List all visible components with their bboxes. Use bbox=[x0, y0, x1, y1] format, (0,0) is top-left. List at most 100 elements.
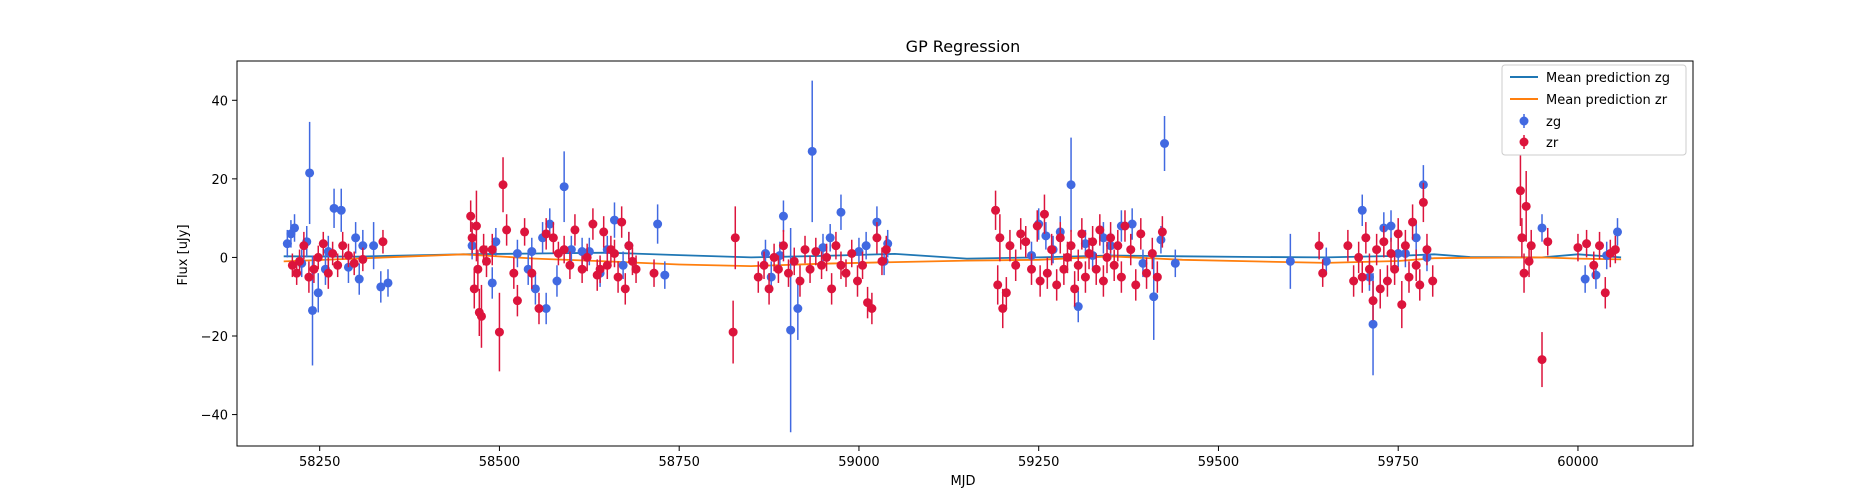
data-point-zg bbox=[1127, 219, 1137, 229]
y-axis-ticks: −40 −20 0 20 40 bbox=[201, 94, 237, 424]
mean-prediction-line-zr bbox=[283, 253, 1622, 268]
data-point-zg bbox=[512, 249, 522, 258]
legend-label-mean-zg: Mean prediction zg bbox=[1546, 71, 1670, 86]
data-point-zr bbox=[1095, 225, 1105, 235]
data-point-zr bbox=[1524, 256, 1534, 266]
data-point-zr bbox=[1390, 264, 1400, 274]
data-point-zr bbox=[1357, 272, 1367, 282]
data-point-zg bbox=[778, 211, 788, 221]
data-point-zg bbox=[786, 325, 796, 335]
data-point-zr bbox=[1131, 280, 1141, 290]
data-point-zr bbox=[783, 268, 793, 278]
data-point-zr bbox=[1109, 260, 1119, 270]
data-point-zr bbox=[1386, 249, 1396, 258]
data-point-zr bbox=[764, 284, 774, 294]
data-point-zr bbox=[1314, 241, 1324, 251]
data-point-zg bbox=[653, 219, 663, 229]
data-point-zr bbox=[1120, 221, 1130, 231]
data-point-zr bbox=[1098, 276, 1108, 286]
data-point-zg bbox=[491, 237, 501, 247]
data-point-zg bbox=[1066, 180, 1076, 190]
data-point-zr bbox=[1102, 252, 1112, 262]
data-point-zg bbox=[1591, 270, 1601, 280]
data-point-zr bbox=[872, 233, 882, 243]
data-point-zr bbox=[1047, 245, 1057, 255]
data-point-zr bbox=[527, 268, 537, 278]
data-point-zr bbox=[1142, 268, 1152, 278]
data-point-zr bbox=[541, 229, 551, 239]
data-point-zr bbox=[1106, 233, 1116, 243]
data-point-zg bbox=[818, 243, 828, 253]
data-point-zr bbox=[1042, 268, 1052, 278]
data-point-zr bbox=[1157, 227, 1167, 237]
data-point-zr bbox=[1519, 268, 1529, 278]
x-tick-label: 60000 bbox=[1557, 455, 1598, 470]
data-point-zr bbox=[805, 264, 815, 274]
y-tick-label: −20 bbox=[201, 330, 228, 345]
data-point-zr bbox=[1039, 209, 1049, 219]
data-point-zr bbox=[287, 260, 297, 270]
data-point-zr bbox=[469, 284, 479, 294]
legend-swatch-zr-marker bbox=[1519, 137, 1529, 147]
data-point-zg bbox=[329, 203, 339, 213]
data-point-zr bbox=[1428, 276, 1438, 286]
data-point-zr bbox=[1011, 260, 1021, 270]
data-point-zg bbox=[1041, 231, 1051, 241]
data-point-zr bbox=[991, 205, 1001, 215]
data-point-zg bbox=[1386, 221, 1396, 231]
data-point-zr bbox=[582, 252, 592, 262]
data-point-zr bbox=[728, 327, 738, 337]
data-point-zr bbox=[338, 241, 348, 251]
data-point-zg bbox=[807, 146, 817, 156]
data-point-zg bbox=[552, 276, 562, 286]
data-point-zr bbox=[1400, 241, 1410, 251]
data-point-zr bbox=[831, 241, 841, 251]
chart-title: GP Regression bbox=[906, 37, 1021, 56]
legend-label-zg: zg bbox=[1546, 115, 1561, 130]
data-point-zr bbox=[867, 304, 877, 313]
data-point-zr bbox=[1361, 233, 1371, 243]
data-point-zr bbox=[577, 264, 587, 274]
data-point-zr bbox=[1422, 245, 1432, 255]
data-point-zg bbox=[1537, 223, 1547, 233]
data-point-zr bbox=[520, 227, 530, 237]
data-point-zr bbox=[877, 256, 887, 266]
data-point-zr bbox=[570, 225, 580, 235]
data-point-zr bbox=[609, 249, 619, 258]
data-point-zg bbox=[307, 305, 317, 315]
data-point-zr bbox=[858, 260, 868, 270]
data-point-zr bbox=[1354, 252, 1364, 262]
x-tick-label: 59000 bbox=[838, 455, 879, 470]
legend-label-mean-zr: Mean prediction zr bbox=[1546, 93, 1668, 108]
data-point-zr bbox=[309, 264, 319, 274]
data-point-zr bbox=[800, 245, 810, 255]
data-point-zr bbox=[1070, 284, 1080, 294]
data-point-zr bbox=[1005, 241, 1015, 251]
data-point-zg bbox=[1073, 302, 1083, 312]
data-point-zr bbox=[502, 225, 512, 235]
legend: Mean prediction zg Mean prediction zr zg… bbox=[1501, 64, 1687, 156]
data-point-zg bbox=[760, 249, 770, 258]
data-point-zg bbox=[660, 270, 670, 280]
data-point-zr bbox=[1059, 264, 1069, 274]
data-point-zr bbox=[789, 256, 799, 266]
data-point-zr bbox=[328, 249, 338, 258]
data-point-zg bbox=[861, 241, 871, 251]
data-point-zg bbox=[1098, 233, 1108, 243]
data-point-zr bbox=[817, 260, 827, 270]
data-point-zr bbox=[1515, 186, 1525, 196]
x-axis-label: MJD bbox=[950, 474, 975, 489]
data-point-zg bbox=[376, 282, 386, 292]
data-point-zr bbox=[1021, 237, 1031, 247]
data-point-zr bbox=[1055, 233, 1065, 243]
x-tick-label: 59250 bbox=[1018, 455, 1059, 470]
data-point-zr bbox=[627, 256, 637, 266]
data-point-zr bbox=[473, 264, 483, 274]
data-point-zr bbox=[548, 233, 558, 243]
data-point-zr bbox=[730, 233, 740, 243]
data-point-zr bbox=[509, 268, 519, 278]
data-point-zr bbox=[1375, 284, 1385, 294]
data-point-zr bbox=[847, 249, 857, 258]
data-point-zr bbox=[1526, 241, 1536, 251]
